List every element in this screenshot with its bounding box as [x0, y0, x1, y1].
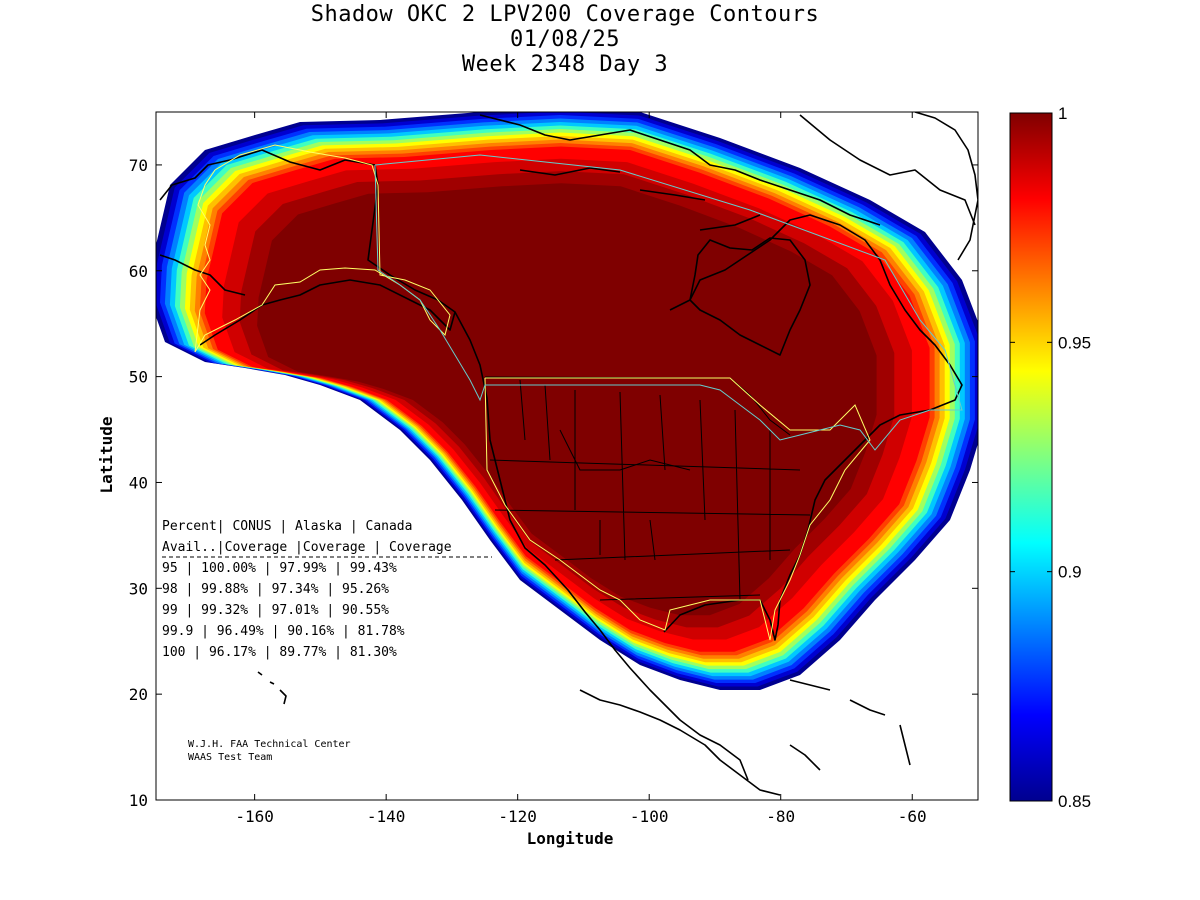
colorbar: 1 0.95 0.9 0.85 — [1009, 104, 1091, 811]
mexico-central-america-coastline — [579, 689, 821, 796]
x-tick-label: -100 — [630, 807, 669, 826]
conus-boundary — [484, 377, 871, 641]
table-row: 99.9 | 96.49% | 90.16% | 81.78% — [162, 624, 405, 639]
y-tick-label: 30 — [129, 579, 148, 598]
colorbar-ticks: 1 0.95 0.9 0.85 — [1010, 104, 1091, 811]
canada-boundary — [374, 154, 963, 451]
x-tick-label: -60 — [898, 807, 927, 826]
credit-line-1: W.J.H. FAA Technical Center — [188, 739, 351, 750]
colorbar-tick-label: 1 — [1058, 104, 1067, 123]
y-tick-label: 20 — [129, 685, 148, 704]
y-tick-label: 60 — [129, 262, 148, 281]
x-axis-label: Longitude — [527, 829, 614, 848]
alaska-boundary — [194, 144, 451, 353]
region-boundaries — [194, 144, 963, 641]
chart-title-line-3: Week 2348 Day 3 — [461, 52, 669, 77]
north-america-coastline — [454, 214, 963, 781]
y-axis-label: Latitude — [97, 416, 116, 493]
colorbar-tick-label: 0.85 — [1058, 792, 1091, 811]
coverage-band — [257, 183, 877, 616]
hawaii-coastline — [257, 671, 287, 705]
map-area — [156, 112, 978, 796]
colorbar-scale — [1009, 112, 1053, 802]
credit-line-2: WAAS Test Team — [188, 752, 272, 763]
caribbean-coastline — [789, 679, 911, 766]
coastlines — [159, 112, 978, 796]
table-row: 99 | 99.32% | 97.01% | 90.55% — [162, 603, 389, 618]
arctic-islands-coastline — [479, 114, 976, 231]
colorbar-tick-label: 0.9 — [1058, 563, 1082, 582]
chart-title-line-2: 01/08/25 — [510, 27, 620, 52]
x-tick-label: -140 — [367, 807, 406, 826]
colorbar-tick-label: 0.95 — [1058, 333, 1091, 352]
greenland-coastline — [914, 112, 978, 261]
y-axis-ticks: 10 20 30 40 50 60 70 — [129, 156, 978, 810]
x-tick-label: -120 — [498, 807, 537, 826]
y-tick-label: 10 — [129, 791, 148, 810]
chart-title-line-1: Shadow OKC 2 LPV200 Coverage Contours — [310, 2, 820, 27]
table-row: 95 | 100.00% | 97.99% | 99.43% — [162, 561, 397, 576]
x-tick-label: -160 — [235, 807, 274, 826]
table-row: 98 | 99.88% | 97.34% | 95.26% — [162, 582, 389, 597]
coverage-statistics-table: Percent| CONUS | Alaska | Canada Avail..… — [162, 519, 492, 660]
x-axis-ticks: -160 -140 -120 -100 -80 -60 — [235, 112, 927, 826]
hudson-bay-coastline — [689, 237, 811, 356]
alaska-coastline — [159, 149, 456, 346]
y-tick-label: 50 — [129, 368, 148, 387]
table-row: 100 | 96.17% | 89.77% | 81.30% — [162, 645, 397, 660]
x-tick-label: -80 — [766, 807, 795, 826]
plot-frame — [155, 111, 979, 801]
table-header-row-2: Avail..|Coverage |Coverage | Coverage — [162, 540, 452, 555]
y-tick-label: 70 — [129, 156, 148, 175]
y-tick-label: 40 — [129, 473, 148, 492]
table-header-row-1: Percent| CONUS | Alaska | Canada — [162, 519, 412, 534]
